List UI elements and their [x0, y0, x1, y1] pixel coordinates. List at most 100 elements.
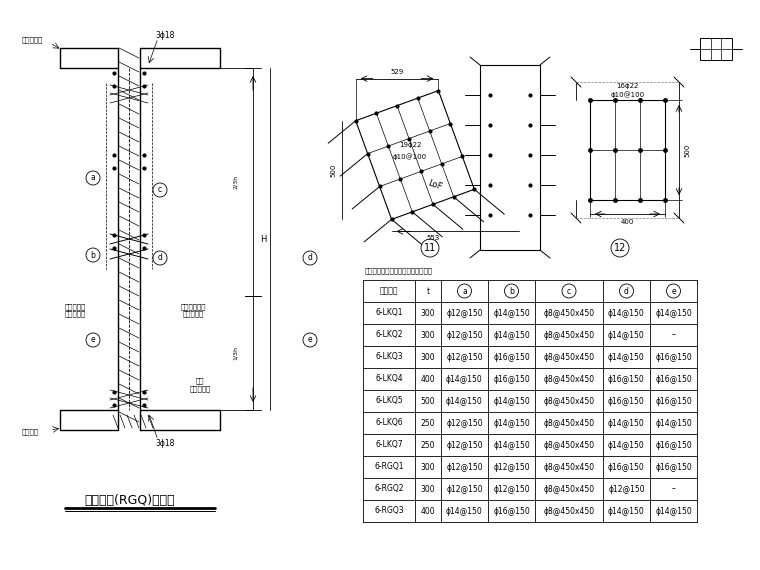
Text: ϕ12@150: ϕ12@150 [608, 484, 644, 494]
Text: ϕ16@150: ϕ16@150 [493, 507, 530, 515]
Text: ϕ14@150: ϕ14@150 [446, 507, 483, 515]
Text: ϕ8@450x450: ϕ8@450x450 [543, 374, 594, 384]
Text: ϕ12@150: ϕ12@150 [493, 462, 530, 471]
Text: ϕ12@150: ϕ12@150 [446, 308, 483, 317]
Text: 6-LKQ7: 6-LKQ7 [375, 441, 403, 450]
Text: 500: 500 [421, 397, 435, 405]
Text: 400: 400 [421, 374, 435, 384]
Text: 300: 300 [421, 331, 435, 340]
Text: ϕ14@150: ϕ14@150 [493, 418, 530, 428]
Text: 2/3h: 2/3h [233, 175, 237, 189]
Text: ϕ14@150: ϕ14@150 [608, 352, 645, 361]
Text: 300: 300 [421, 352, 435, 361]
Text: 3ϕ18: 3ϕ18 [155, 438, 175, 447]
Text: t: t [426, 287, 429, 295]
Text: LoF: LoF [426, 178, 443, 192]
Text: ϕ12@150: ϕ12@150 [446, 331, 483, 340]
Text: ϕ8@450x450: ϕ8@450x450 [543, 397, 594, 405]
Text: d: d [308, 254, 312, 263]
Text: 19ϕ22: 19ϕ22 [399, 142, 421, 148]
Text: ϕ16@150: ϕ16@150 [608, 462, 645, 471]
Text: ϕ8@450x450: ϕ8@450x450 [543, 507, 594, 515]
Text: e: e [308, 336, 312, 344]
Text: ϕ8@450x450: ϕ8@450x450 [543, 418, 594, 428]
Text: 250: 250 [421, 441, 435, 450]
Text: a: a [90, 173, 95, 182]
Text: c: c [567, 287, 571, 295]
Text: 板面标高: 板面标高 [22, 429, 39, 435]
Text: 1/3h: 1/3h [233, 346, 237, 360]
Text: ϕ12@150: ϕ12@150 [446, 418, 483, 428]
Text: ϕ16@150: ϕ16@150 [608, 397, 645, 405]
Text: ϕ12@150: ϕ12@150 [446, 352, 483, 361]
Text: 墙体编号: 墙体编号 [380, 287, 398, 295]
Text: ϕ14@150: ϕ14@150 [493, 331, 530, 340]
Text: ϕ16@150: ϕ16@150 [493, 352, 530, 361]
Text: d: d [157, 254, 163, 263]
Text: ϕ14@150: ϕ14@150 [446, 374, 483, 384]
Text: ϕ8@450x450: ϕ8@450x450 [543, 441, 594, 450]
Text: ϕ12@150: ϕ12@150 [446, 462, 483, 471]
Text: b: b [509, 287, 514, 295]
Text: ϕ12@150: ϕ12@150 [493, 484, 530, 494]
Text: ϕ14@150: ϕ14@150 [493, 308, 530, 317]
Text: 人防隔墙(RGQ)大样图: 人防隔墙(RGQ)大样图 [84, 494, 176, 507]
Text: ϕ16@150: ϕ16@150 [655, 397, 692, 405]
Text: 400: 400 [621, 219, 634, 225]
Text: 3ϕ18: 3ϕ18 [155, 31, 175, 39]
Text: 柱筋
（底层柱）: 柱筋 （底层柱） [189, 378, 211, 392]
Text: 6-RGQ1: 6-RGQ1 [374, 462, 404, 471]
Text: ϕ16@150: ϕ16@150 [655, 441, 692, 450]
Text: ϕ12@150: ϕ12@150 [446, 484, 483, 494]
Text: 6-LKQ2: 6-LKQ2 [375, 331, 403, 340]
Text: –: – [672, 331, 676, 340]
Text: c: c [158, 185, 162, 194]
Text: ϕ8@450x450: ϕ8@450x450 [543, 462, 594, 471]
Text: ϕ14@150: ϕ14@150 [655, 308, 692, 317]
Text: ϕ16@150: ϕ16@150 [493, 374, 530, 384]
Text: 6-RGQ3: 6-RGQ3 [374, 507, 404, 515]
Text: ϕ8@450x450: ϕ8@450x450 [543, 484, 594, 494]
Text: ϕ16@150: ϕ16@150 [655, 374, 692, 384]
Text: ϕ14@150: ϕ14@150 [655, 507, 692, 515]
Bar [480, 65, 540, 250]
Text: 300: 300 [421, 462, 435, 471]
Text: 12: 12 [614, 243, 626, 253]
Text: H: H [260, 234, 266, 243]
Text: 另一侧防护区
或防护区外: 另一侧防护区 或防护区外 [180, 303, 206, 317]
Text: e: e [671, 287, 676, 295]
Text: 6-LKQ3: 6-LKQ3 [375, 352, 403, 361]
Text: ϕ14@150: ϕ14@150 [608, 418, 645, 428]
Text: 6-LKQ1: 6-LKQ1 [375, 308, 403, 317]
Text: ϕ16@150: ϕ16@150 [655, 352, 692, 361]
Text: 300: 300 [421, 484, 435, 494]
Text: a: a [462, 287, 467, 295]
Text: 500: 500 [684, 143, 690, 157]
Text: ϕ14@150: ϕ14@150 [608, 441, 645, 450]
Text: 300: 300 [421, 308, 435, 317]
Text: 6-RGQ2: 6-RGQ2 [374, 484, 404, 494]
Text: 一侧防护区
或防护区内: 一侧防护区 或防护区内 [65, 303, 86, 317]
Text: ϕ14@150: ϕ14@150 [608, 507, 645, 515]
Text: 临空墙、人防墙墙配筋表（模位筋）: 临空墙、人防墙墙配筋表（模位筋） [365, 267, 433, 274]
Text: –: – [672, 484, 676, 494]
Bar [590, 100, 665, 200]
Text: 16ϕ22: 16ϕ22 [616, 83, 638, 89]
Text: 250: 250 [421, 418, 435, 428]
Text: ϕ14@150: ϕ14@150 [608, 331, 645, 340]
Text: ϕ16@150: ϕ16@150 [608, 374, 645, 384]
Text: 6-LKQ6: 6-LKQ6 [375, 418, 403, 428]
Text: ϕ8@450x450: ϕ8@450x450 [543, 308, 594, 317]
Text: d: d [624, 287, 629, 295]
Text: 11: 11 [424, 243, 436, 253]
Text: ϕ8@450x450: ϕ8@450x450 [543, 331, 594, 340]
Text: e: e [90, 336, 95, 344]
Text: ϕ10@100: ϕ10@100 [610, 92, 644, 99]
Text: ϕ16@150: ϕ16@150 [655, 462, 692, 471]
Text: ϕ14@150: ϕ14@150 [446, 397, 483, 405]
Text: 500: 500 [331, 164, 337, 177]
Text: 6-LKQ4: 6-LKQ4 [375, 374, 403, 384]
Text: 顶板面标高: 顶板面标高 [22, 36, 43, 43]
Text: ϕ10@100: ϕ10@100 [393, 154, 427, 160]
Text: 529: 529 [391, 68, 404, 75]
